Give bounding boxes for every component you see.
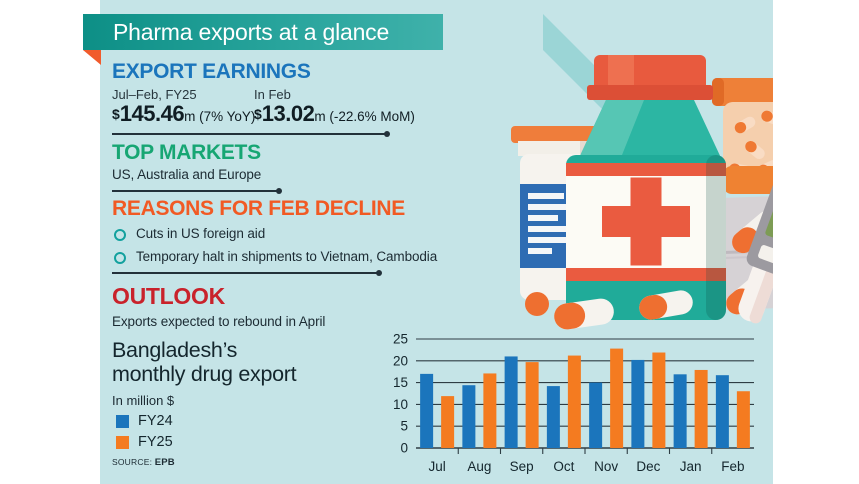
bar-fy24-dec (631, 359, 645, 448)
bar-fy25-nov (610, 348, 624, 448)
y-tick-label: 5 (400, 419, 408, 434)
x-tick-label: Sep (510, 459, 534, 474)
y-tick-label: 15 (393, 375, 408, 390)
y-tick-label: 20 (393, 353, 408, 368)
reason-text: Temporary halt in shipments to Vietnam, … (136, 249, 438, 264)
pharma-illustration (511, 14, 773, 330)
bar-fy24-aug (462, 385, 476, 448)
monthly-export-chart: 0 5 10 15 20 25 Jul Aug Sep Oct Nov Dec Jan Feb (393, 332, 754, 474)
feb-amount: 13.02 (261, 101, 315, 126)
outlook-text: Exports expected to rebound in April (112, 314, 326, 329)
legend-label: FY25 (138, 434, 173, 450)
chart-title-line1: Bangladesh’s (112, 338, 238, 362)
currency-sign: $ (254, 106, 262, 122)
bar-fy25-jul (441, 396, 455, 448)
feb-value: $13.02m (-22.6% MoM) (254, 101, 415, 127)
ring-icon (114, 229, 126, 241)
source-note: SOURCE: EPB (112, 457, 175, 468)
bar-fy24-jul (420, 373, 434, 448)
round-pill (525, 292, 549, 316)
bar-fy25-jan (694, 369, 708, 448)
legend-swatch-fy24 (116, 414, 129, 428)
reason-item: Cuts in US foreign aid (114, 226, 265, 241)
header-banner: Pharma exports at a glance (83, 14, 443, 50)
bar-fy25-oct (567, 355, 581, 448)
bar-fy25-dec (652, 352, 666, 448)
period-change: m (7% YoY) (184, 109, 256, 124)
outlook-heading: OUTLOOK (112, 283, 225, 309)
legend-item-fy24: FY24 (116, 413, 173, 429)
x-tick-label: Nov (594, 459, 618, 474)
bar-fy24-jan (673, 374, 687, 448)
pill-jar-orange (712, 78, 773, 194)
x-tick-label: Jul (428, 459, 445, 474)
capsule (554, 298, 614, 330)
reason-item: Temporary halt in shipments to Vietnam, … (114, 249, 437, 264)
y-tick-label: 10 (393, 397, 408, 412)
currency-sign: $ (112, 106, 120, 122)
x-tick-label: Jan (680, 459, 702, 474)
medicine-bottle-teal (566, 55, 726, 320)
y-tick-label: 25 (393, 332, 408, 347)
chart-title: Bangladesh’s monthly drug export (112, 338, 297, 386)
red-cross-icon (602, 177, 690, 266)
banner-fold (83, 50, 101, 65)
thermometer-button (758, 245, 773, 265)
chart-unit: In million $ (112, 393, 175, 408)
x-tick-label: Aug (467, 459, 491, 474)
section-divider (112, 188, 282, 194)
bar-fy24-oct (546, 386, 560, 448)
x-tick-label: Oct (553, 459, 574, 474)
bar-fy24-sep (504, 356, 518, 448)
period-value: $145.46m (7% YoY) (112, 101, 255, 127)
section-divider (112, 131, 390, 137)
bar-fy25-aug (483, 373, 497, 448)
section-divider (112, 270, 382, 276)
ring-icon (114, 252, 126, 264)
reason-text: Cuts in US foreign aid (136, 226, 266, 241)
feb-label: In Feb (254, 87, 291, 102)
bar-fy24-feb (715, 375, 729, 448)
source-label: SOURCE: (112, 457, 153, 467)
period-amount: 145.46 (119, 101, 185, 126)
page-title: Pharma exports at a glance (113, 19, 390, 45)
thermometer (738, 37, 773, 324)
chart-title-line2: monthly drug export (112, 362, 297, 386)
y-tick-label: 0 (400, 441, 408, 456)
period-label: Jul–Feb, FY25 (112, 87, 197, 102)
export-earnings-heading: EXPORT EARNINGS (112, 60, 311, 83)
loose-capsules (525, 290, 693, 330)
infographic-panel: EXPORT EARNINGS Jul–Feb, FY25 In Feb $14… (100, 0, 773, 484)
x-tick-label: Dec (636, 459, 660, 474)
legend-swatch-fy25 (116, 435, 129, 449)
legend-item-fy25: FY25 (116, 434, 173, 450)
bar-fy24-nov (589, 382, 603, 448)
legend-label: FY24 (138, 413, 173, 429)
source-value: EPB (154, 457, 175, 468)
bar-fy25-feb (736, 391, 750, 448)
feb-change: m (-22.6% MoM) (314, 109, 415, 124)
top-markets-text: US, Australia and Europe (112, 167, 262, 182)
top-markets-heading: TOP MARKETS (112, 141, 261, 164)
bar-fy25-sep (525, 362, 539, 448)
x-tick-label: Feb (721, 459, 744, 474)
reasons-heading: REASONS FOR FEB DECLINE (112, 197, 405, 220)
capsule (639, 290, 693, 320)
